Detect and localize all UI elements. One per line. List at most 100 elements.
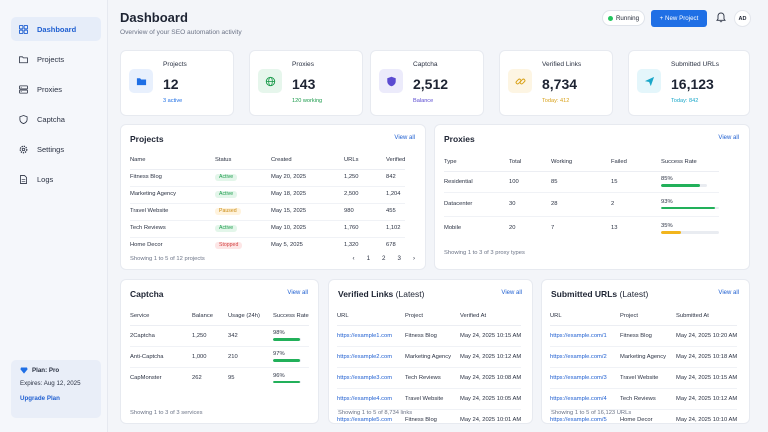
timestamp: May 24, 2025 10:15 AM xyxy=(460,325,522,347)
view-all-link[interactable]: View all xyxy=(718,135,739,141)
sidebar-item-logs[interactable]: Logs xyxy=(11,167,101,191)
url-link[interactable]: https://example.com/1 xyxy=(550,325,620,347)
url-link[interactable]: https://example4.com xyxy=(337,388,405,410)
project-name: Home Decor xyxy=(620,416,653,423)
table-row[interactable]: https://example.com/2 Marketing Agency May… xyxy=(550,346,738,368)
column-header: Created xyxy=(271,151,344,170)
page-title: Dashboard xyxy=(120,10,188,25)
project-name: Fitness Blog xyxy=(620,325,676,347)
sidebar-item-settings[interactable]: Settings xyxy=(11,137,101,161)
stat-card-submitted-urls[interactable]: Submitted URLs 16,123 Today: 842 xyxy=(628,50,750,116)
urls-count: 1,760 xyxy=(344,220,386,238)
url-link[interactable]: https://example.com/4 xyxy=(550,388,620,410)
table-row[interactable]: CapMonster 262 95 96% xyxy=(130,367,309,388)
stat-card-proxies[interactable]: Proxies 143 120 working xyxy=(249,50,363,116)
page-button[interactable]: 1 xyxy=(366,255,371,262)
sidebar-item-proxies[interactable]: Proxies xyxy=(11,77,101,101)
sidebar-item-captcha[interactable]: Captcha xyxy=(11,107,101,131)
upgrade-plan-link[interactable]: Upgrade Plan xyxy=(20,395,60,402)
url-link[interactable]: https://example5.com xyxy=(337,416,393,423)
page-button[interactable]: 2 xyxy=(382,255,386,262)
panel-title: Verified Links (Latest) xyxy=(338,289,424,299)
column-header: Success Rate xyxy=(273,307,309,326)
project-name: Marketing Agency xyxy=(405,346,460,368)
status-badge[interactable]: Running xyxy=(602,10,645,26)
stat-card-verified-links[interactable]: Verified Links 8,734 Today: 412 xyxy=(499,50,613,116)
url-link[interactable]: https://example.com/5 xyxy=(550,416,607,423)
success-rate: 98% xyxy=(273,330,285,337)
projects-table: Name Status Created URLs Verified Fitnes… xyxy=(130,151,406,254)
stat-card-projects[interactable]: Projects 12 3 active xyxy=(120,50,234,116)
table-row[interactable]: https://example.com/5 Home Decor May 24, 2… xyxy=(550,409,737,430)
table-footer: Showing 1 to 5 of 16,123 URLs xyxy=(551,410,632,416)
new-project-button[interactable]: + New Project xyxy=(651,10,707,27)
table-row[interactable]: Datacenter 30 28 2 93% xyxy=(444,192,719,217)
stat-label: Submitted URLs xyxy=(671,61,720,68)
avatar[interactable]: AD xyxy=(734,10,751,27)
proxy-working: 28 xyxy=(551,192,611,217)
success-rate-bar xyxy=(661,184,707,187)
table-row[interactable]: Marketing Agency Active May 18, 2025 2,5… xyxy=(130,186,406,204)
proxy-total: 100 xyxy=(509,171,551,193)
table-row[interactable]: Tech Reviews Active May 10, 2025 1,760 1… xyxy=(130,220,406,238)
url-link[interactable]: https://example.com/2 xyxy=(550,346,620,368)
prev-page-button[interactable]: ‹ xyxy=(352,255,355,262)
success-rate: 35% xyxy=(661,223,673,229)
table-row[interactable]: https://example4.com Travel Website May 24… xyxy=(337,388,522,410)
table-row[interactable]: https://example3.com Tech Reviews May 24, … xyxy=(337,367,522,389)
table-row[interactable]: Travel Website Paused May 15, 2025 980 4… xyxy=(130,203,406,221)
url-link[interactable]: https://example3.com xyxy=(337,367,405,389)
table-row[interactable]: https://example2.com Marketing Agency May … xyxy=(337,346,522,368)
view-all-link[interactable]: View all xyxy=(394,135,415,141)
table-row[interactable]: https://example.com/3 Travel Website May 2… xyxy=(550,367,738,389)
view-all-link[interactable]: View all xyxy=(718,290,739,296)
view-all-link[interactable]: View all xyxy=(501,290,522,296)
project-name: Fitness Blog xyxy=(130,169,215,187)
column-header: URL xyxy=(337,307,405,326)
gear-icon xyxy=(18,144,28,154)
bell-icon[interactable] xyxy=(716,12,726,23)
table-row[interactable]: https://example1.com Fitness Blog May 24, … xyxy=(337,325,522,347)
table-row[interactable]: Anti-Captcha 1,000 210 97% xyxy=(130,346,309,368)
timestamp: May 24, 2025 10:15 AM xyxy=(676,367,738,389)
timestamp: May 24, 2025 10:01 AM xyxy=(460,416,522,423)
created-date: May 15, 2025 xyxy=(271,203,344,221)
success-rate-bar xyxy=(661,231,719,234)
timestamp: May 24, 2025 10:05 AM xyxy=(460,388,522,410)
url-link[interactable]: https://example1.com xyxy=(337,325,405,347)
sidebar-item-dashboard[interactable]: Dashboard xyxy=(11,17,101,41)
created-date: May 20, 2025 xyxy=(271,169,344,187)
verified-count: 455 xyxy=(386,203,406,221)
table-row[interactable]: Mobile 20 7 13 35% xyxy=(444,216,719,240)
sidebar-item-projects[interactable]: Projects xyxy=(11,47,101,71)
proxy-total: 20 xyxy=(509,225,516,232)
status-badge: Stopped xyxy=(215,242,243,250)
view-all-link[interactable]: View all xyxy=(287,290,308,296)
column-header: Failed xyxy=(611,153,661,172)
timestamp: May 24, 2025 10:18 AM xyxy=(676,346,738,368)
url-link[interactable]: https://example2.com xyxy=(337,346,405,368)
table-row[interactable]: https://example5.com Fitness Blog May 24, … xyxy=(337,409,521,430)
submitted-urls-panel: Submitted URLs (Latest) View all URL Pro… xyxy=(541,279,750,424)
project-name: Tech Reviews xyxy=(405,367,460,389)
url-link[interactable]: https://example.com/3 xyxy=(550,367,620,389)
shield-icon xyxy=(18,114,28,124)
table-row[interactable]: Residential 100 85 15 85% xyxy=(444,171,719,193)
table-row[interactable]: Home Decor Stopped May 5, 2025 1,320 678 xyxy=(130,237,405,254)
stat-sub: Today: 412 xyxy=(542,98,570,104)
stat-value: 16,123 xyxy=(671,76,714,92)
column-header: Name xyxy=(130,151,215,170)
next-page-button[interactable]: › xyxy=(412,255,415,262)
timestamp: May 24, 2025 10:12 AM xyxy=(676,388,738,410)
stat-card-captcha[interactable]: Captcha 2,512 Balance xyxy=(370,50,484,116)
page-button[interactable]: 3 xyxy=(397,255,401,262)
panel-title: Proxies xyxy=(444,134,475,144)
shield-icon xyxy=(379,69,403,93)
table-row[interactable]: 2Captcha 1,250 342 98% xyxy=(130,325,309,347)
project-name: Travel Website xyxy=(620,367,676,389)
column-header: Total xyxy=(509,153,551,172)
table-row[interactable]: Fitness Blog Active May 20, 2025 1,250 8… xyxy=(130,169,406,187)
table-row[interactable]: https://example.com/1 Fitness Blog May 24,… xyxy=(550,325,738,347)
table-row[interactable]: https://example.com/4 Tech Reviews May 24,… xyxy=(550,388,738,410)
success-rate: 85% xyxy=(661,176,673,183)
